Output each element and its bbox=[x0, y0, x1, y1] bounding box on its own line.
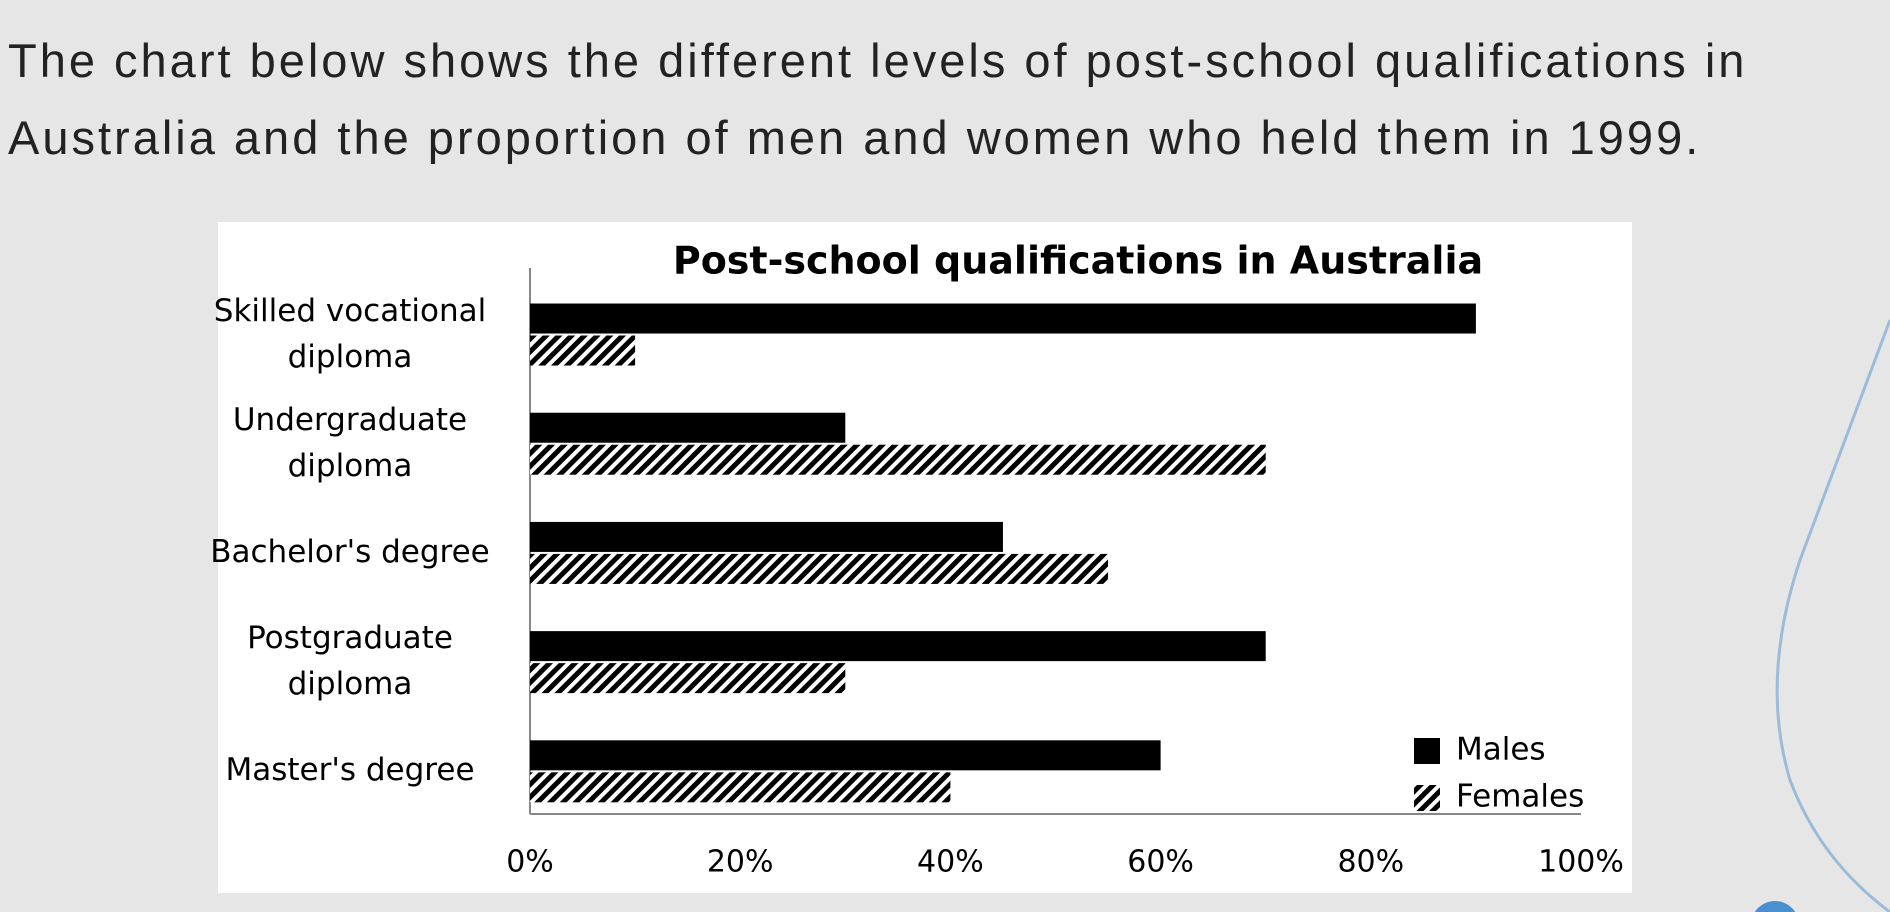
x-tick-label: 0% bbox=[506, 845, 554, 880]
y-tick-label: Bachelor's degree bbox=[210, 533, 490, 570]
y-tick-label: Postgraduate diploma bbox=[247, 620, 453, 703]
bar bbox=[530, 444, 1266, 475]
x-tick-label: 40% bbox=[917, 845, 984, 880]
x-tick-label: 60% bbox=[1127, 845, 1194, 880]
chart-title: Post-school qualifications in Australia bbox=[673, 239, 1483, 283]
x-tick-label: 20% bbox=[707, 845, 774, 880]
bar bbox=[530, 740, 1161, 771]
decoration bbox=[1775, 319, 1890, 912]
bar bbox=[530, 631, 1266, 662]
bar bbox=[530, 335, 636, 366]
bar bbox=[530, 412, 846, 443]
legend-swatch bbox=[1414, 738, 1440, 764]
legend-label: Females bbox=[1456, 779, 1584, 815]
bar bbox=[530, 521, 1003, 552]
legend-label: Males bbox=[1456, 732, 1546, 768]
x-tick-label: 80% bbox=[1337, 845, 1404, 880]
legend-swatch bbox=[1414, 785, 1440, 811]
bar bbox=[530, 303, 1476, 334]
y-tick-label: Skilled vocational diploma bbox=[213, 292, 487, 375]
bar bbox=[530, 772, 951, 803]
bar bbox=[530, 663, 846, 694]
bar bbox=[530, 553, 1109, 584]
intro-text: The chart below shows the different leve… bbox=[8, 34, 1748, 164]
y-tick-label: Master's degree bbox=[225, 752, 475, 789]
decoration bbox=[1754, 901, 1796, 912]
y-tick-label: Undergraduate diploma bbox=[232, 401, 468, 484]
x-tick-label: 100% bbox=[1538, 845, 1624, 880]
